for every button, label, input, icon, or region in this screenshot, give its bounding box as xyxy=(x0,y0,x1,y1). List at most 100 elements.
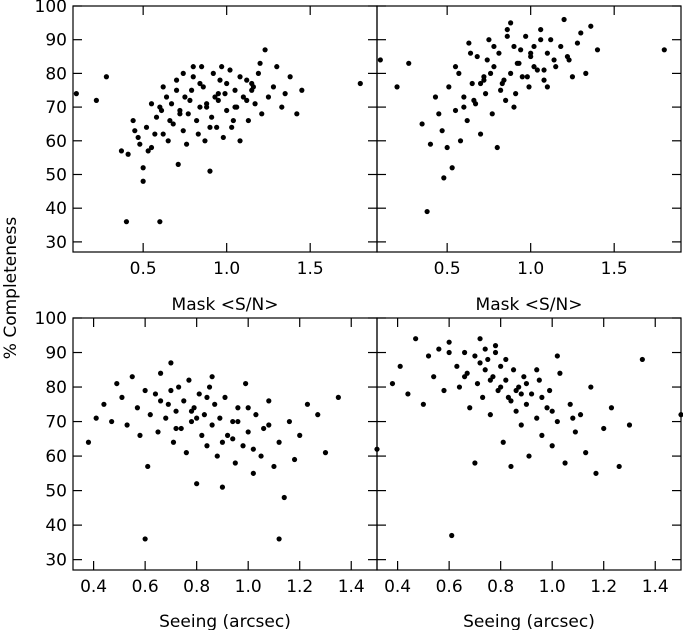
data-point xyxy=(534,415,540,421)
data-point xyxy=(170,121,176,127)
data-point xyxy=(482,91,489,97)
data-point xyxy=(168,387,174,394)
y-tick-label: 100 xyxy=(35,309,67,329)
data-point xyxy=(508,463,514,470)
scatter-panel-1: 0.5 1.0 1.5 30 40 50 60 70 80 90 100 Mask <S/N> xyxy=(35,0,378,315)
data-point xyxy=(541,77,547,83)
data-point xyxy=(574,40,581,46)
data-point xyxy=(287,74,293,80)
data-point xyxy=(594,47,601,53)
data-point xyxy=(204,443,210,449)
data-point xyxy=(237,74,243,80)
data-point xyxy=(487,70,494,76)
data-point xyxy=(485,356,491,363)
data-point xyxy=(134,405,141,411)
data-point xyxy=(466,40,472,46)
data-point xyxy=(240,443,246,449)
data-point xyxy=(315,412,321,418)
data-point xyxy=(173,425,179,432)
data-point xyxy=(245,429,251,435)
data-point xyxy=(195,131,201,137)
data-point xyxy=(182,94,188,100)
data-point xyxy=(446,349,452,356)
y-tick-label: 30 xyxy=(45,551,67,571)
data-point xyxy=(539,394,545,400)
data-point xyxy=(487,412,493,418)
x-tick-label: 1.0 xyxy=(235,577,262,597)
y-tick-label: 50 xyxy=(45,482,67,502)
data-point xyxy=(441,175,447,181)
data-point xyxy=(294,111,300,117)
data-point xyxy=(578,30,584,36)
data-point xyxy=(199,64,205,70)
data-point xyxy=(544,84,550,90)
data-point xyxy=(119,394,125,400)
data-point xyxy=(504,26,510,33)
data-point xyxy=(508,20,514,26)
data-point xyxy=(157,370,164,376)
data-point xyxy=(508,398,514,404)
plot-frame xyxy=(72,5,378,253)
data-point xyxy=(461,374,468,380)
data-point xyxy=(217,415,223,421)
data-point xyxy=(454,363,460,369)
data-point xyxy=(304,401,311,407)
data-point xyxy=(461,104,467,110)
data-point xyxy=(436,346,442,352)
data-point xyxy=(557,370,563,376)
scatter-panel-4: 0.4 0.6 0.8 1.0 1.2 1.4 Seeing (arcsec) xyxy=(376,317,683,630)
data-point xyxy=(601,425,607,432)
data-point xyxy=(219,64,225,70)
x-tick-label: 0.6 xyxy=(132,577,159,597)
x-tick-label: 1.2 xyxy=(590,577,617,597)
x-tick-label: 1.5 xyxy=(601,259,628,279)
data-point xyxy=(199,432,205,438)
data-point xyxy=(492,343,499,349)
data-point xyxy=(137,432,143,438)
data-point xyxy=(491,64,497,70)
data-point xyxy=(461,349,468,356)
data-point xyxy=(494,144,500,151)
data-point xyxy=(528,391,535,397)
data-point xyxy=(554,353,560,359)
data-point xyxy=(177,107,183,114)
data-point xyxy=(180,70,186,76)
data-point xyxy=(561,16,567,23)
shared-y-axis-label: % Completeness xyxy=(1,217,21,360)
data-point xyxy=(514,60,520,66)
x-tick-label: 0.5 xyxy=(130,259,157,279)
data-point xyxy=(222,394,228,400)
data-point xyxy=(544,405,550,411)
data-point xyxy=(477,80,484,87)
data-point xyxy=(214,124,220,130)
data-point xyxy=(549,408,555,414)
plot-frame xyxy=(376,317,682,571)
y-tick-label: 60 xyxy=(45,447,67,467)
x-tick-label: 1.5 xyxy=(297,259,324,279)
data-point xyxy=(167,117,173,124)
data-point xyxy=(528,50,534,56)
data-point xyxy=(188,87,195,93)
data-point xyxy=(501,77,507,83)
data-point xyxy=(232,460,238,466)
data-point xyxy=(593,470,599,476)
data-point xyxy=(148,101,155,107)
data-point xyxy=(446,84,452,90)
data-point xyxy=(276,536,282,542)
y-tick-label: 90 xyxy=(45,344,67,364)
data-point xyxy=(424,208,430,215)
x-tick-label: 0.5 xyxy=(434,259,461,279)
data-point xyxy=(217,77,223,83)
x-tick-label: 0.6 xyxy=(436,577,463,597)
data-point xyxy=(467,405,473,411)
data-point xyxy=(165,401,171,407)
data-point xyxy=(244,97,250,103)
data-point xyxy=(140,178,146,184)
x-tick-label: 1.0 xyxy=(213,259,240,279)
data-point xyxy=(521,374,527,380)
data-point xyxy=(452,64,459,70)
data-point xyxy=(484,57,490,63)
data-point xyxy=(464,117,470,124)
data-point xyxy=(425,353,432,359)
data-point xyxy=(406,60,412,66)
